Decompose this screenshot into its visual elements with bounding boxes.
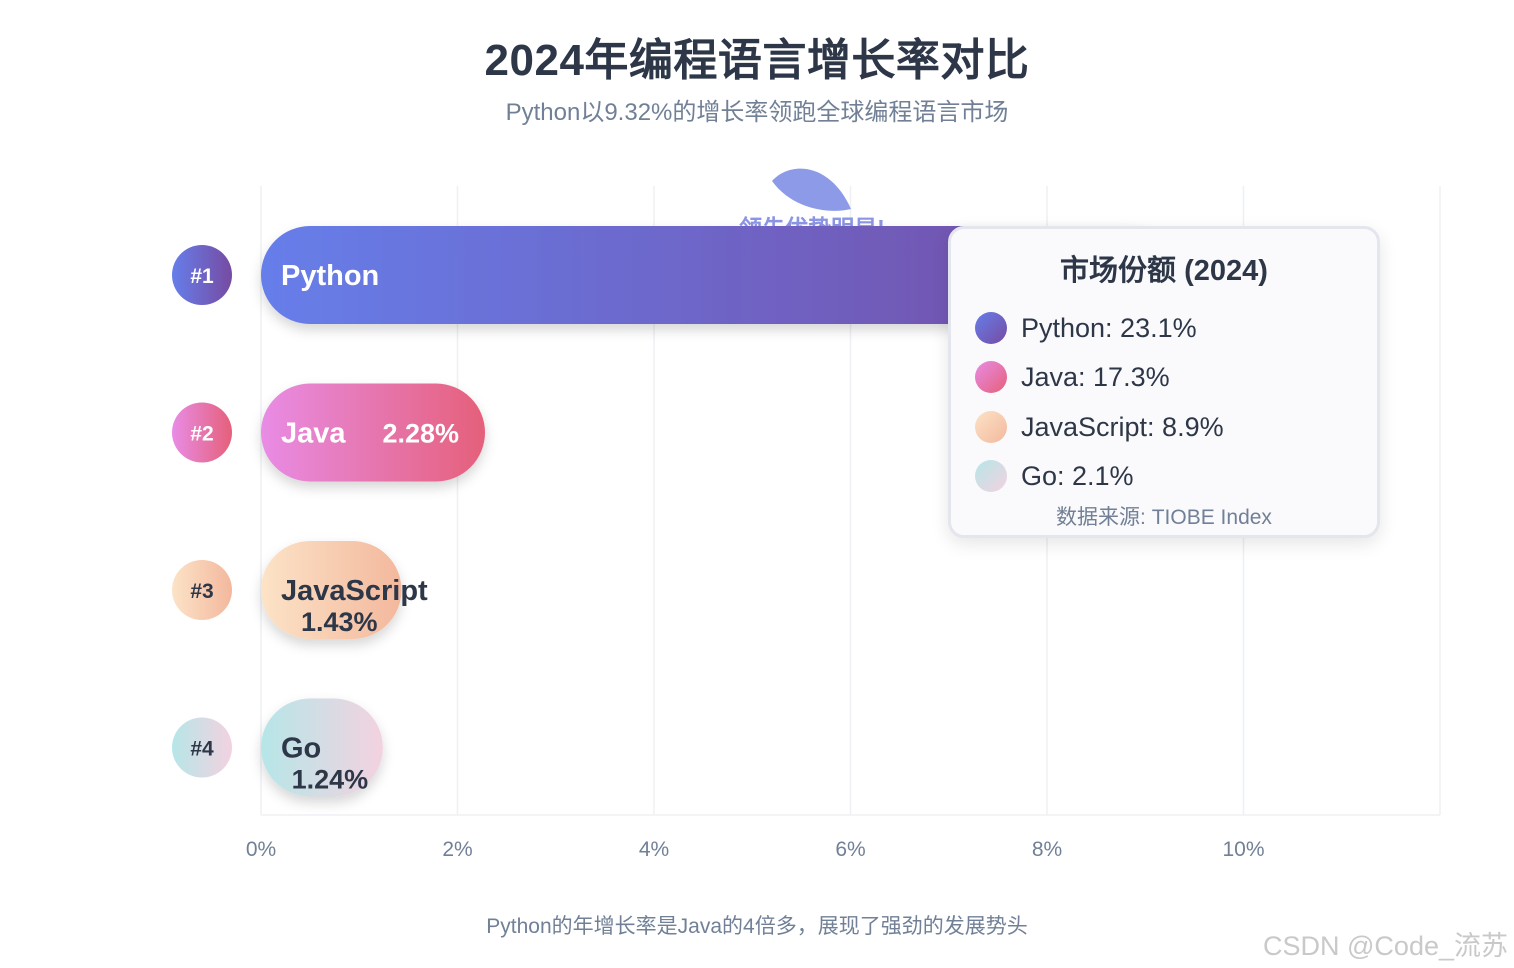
bar-java: [261, 383, 486, 482]
x-tick-label: 2%: [442, 838, 472, 861]
legend-title: 市场份额 (2024): [1060, 255, 1268, 287]
legend-label-java: Java: 17.3%: [1021, 361, 1170, 392]
bar-go: [261, 698, 383, 797]
legend-label-javascript: JavaScript: 8.9%: [1021, 411, 1224, 442]
legend-item-java: Java: 17.3%: [975, 360, 1170, 394]
bar-name-label: Python: [281, 260, 379, 292]
bar-value-label: 1.24%: [292, 765, 369, 795]
legend-item-python: Python: 23.1%: [975, 311, 1197, 345]
legend-label-go: Go: 2.1%: [1021, 460, 1134, 491]
annotation-leaf: [772, 168, 851, 211]
watermark: CSDN @Code_流苏: [1263, 931, 1508, 961]
bar-value-label: 2.28%: [382, 419, 459, 449]
rank-badge: [172, 560, 232, 620]
x-tick-label: 8%: [1032, 838, 1062, 861]
x-tick-label: 10%: [1222, 838, 1264, 861]
rank-badge: [172, 402, 232, 463]
bar-name-label: Java: [281, 418, 346, 450]
rank-label: #4: [190, 738, 214, 761]
bar-name-label: JavaScript: [281, 575, 428, 607]
bar-javascript: [261, 541, 402, 639]
bar-value-label: 1.43%: [301, 607, 378, 637]
legend-dot-go: [975, 460, 1007, 492]
market-share-legend: 市场份额 (2024) Python: 23.1% Java: 17.3% Ja…: [948, 226, 1380, 538]
rank-badge: [172, 717, 232, 778]
bar-name-label: Go: [281, 733, 321, 765]
chart-subtitle: Python以9.32%的增长率领跑全球编程语言市场: [505, 99, 1009, 126]
x-tick-label: 0%: [246, 838, 276, 861]
legend-dot-java: [975, 361, 1007, 393]
legend-item-javascript: JavaScript: 8.9%: [975, 410, 1224, 444]
bar-python: [261, 226, 1177, 324]
x-tick-label: 4%: [639, 838, 669, 861]
legend-item-go: Go: 2.1%: [975, 459, 1134, 493]
legend-dot-javascript: [975, 411, 1007, 443]
legend-source: 数据来源: TIOBE Index: [1056, 506, 1272, 529]
rank-label: #1: [190, 265, 214, 288]
footer-note: Python的年增长率是Java的4倍多，展现了强劲的发展势头: [486, 915, 1028, 938]
legend-dot-python: [975, 312, 1007, 344]
rank-label: #3: [190, 580, 213, 603]
rank-label: #2: [190, 423, 213, 446]
chart-title: 2024年编程语言增长率对比: [484, 36, 1030, 85]
legend-label-python: Python: 23.1%: [1021, 312, 1197, 343]
x-tick-label: 6%: [835, 838, 865, 861]
rank-badge: [172, 245, 232, 305]
